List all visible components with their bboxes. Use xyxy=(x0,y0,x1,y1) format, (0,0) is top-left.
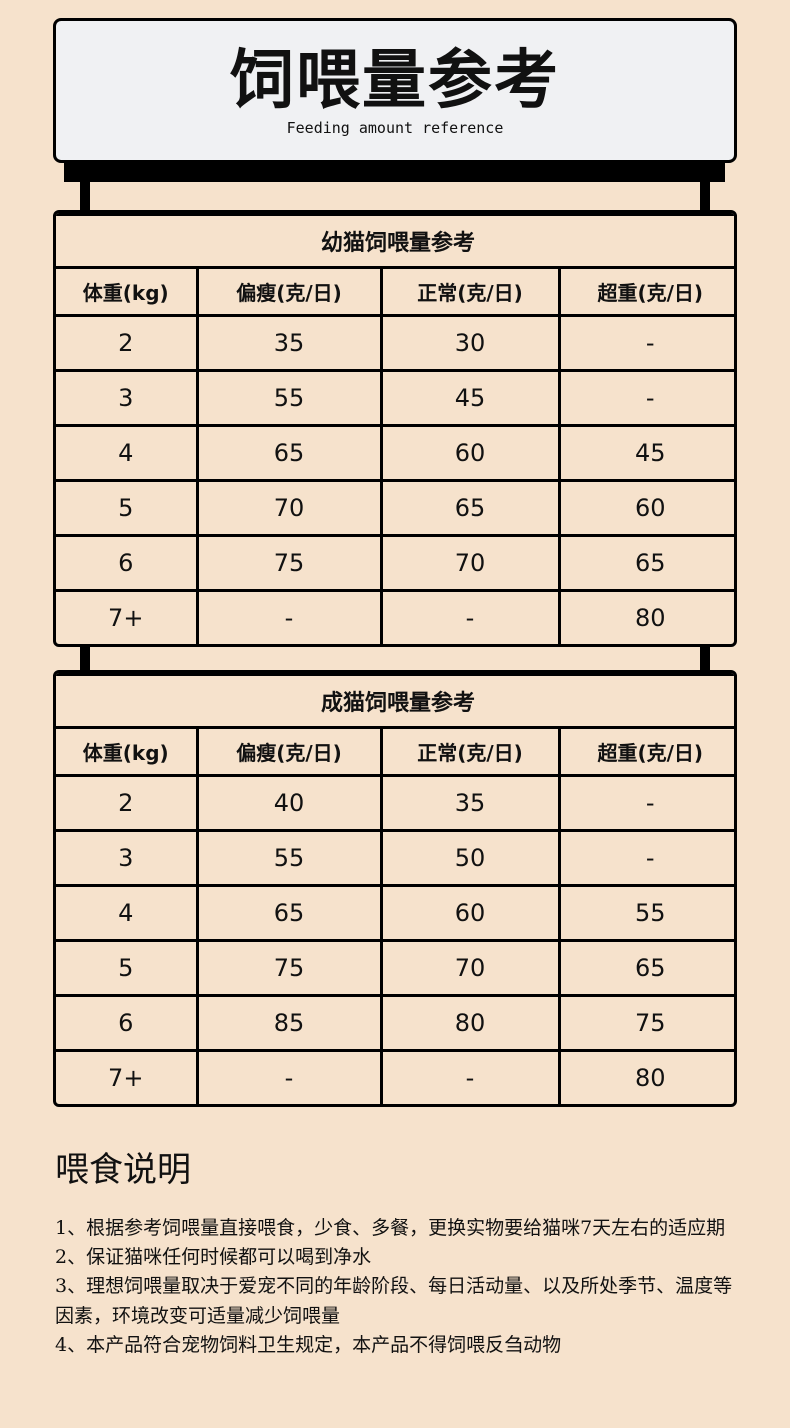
table-cell: - xyxy=(557,369,734,427)
table-row: 2 35 30- xyxy=(56,314,734,372)
table-cell: 5 xyxy=(56,479,199,537)
table-cell: 7+ xyxy=(56,589,199,644)
table-cell: 4 xyxy=(56,424,199,482)
table-cell: 2 xyxy=(56,774,199,832)
note-item: 2、保证猫咪任何时候都可以喝到净水 xyxy=(55,1246,372,1269)
table-cell: - xyxy=(379,1049,561,1104)
table-cell: 60 xyxy=(379,424,561,482)
table-cell: 35 xyxy=(195,314,383,372)
table-cell: - xyxy=(557,774,734,832)
table-cell: 80 xyxy=(557,589,734,644)
table-cell: 55 xyxy=(557,884,734,942)
table-cell: 75 xyxy=(195,939,383,997)
post xyxy=(80,180,90,212)
table-row: 3 55 45- xyxy=(56,369,734,427)
table-cell: 65 xyxy=(195,884,383,942)
page-title: 饲喂量参考 xyxy=(230,44,560,118)
table-row: 6 85 80 75 xyxy=(56,994,734,1052)
table-cell: 40 xyxy=(195,774,383,832)
table-cell: 6 xyxy=(56,994,199,1052)
table-cell: 50 xyxy=(379,829,561,887)
table-cell: - xyxy=(557,314,734,372)
table-cell: 5 xyxy=(56,939,199,997)
column-header: 超重(克/日) xyxy=(557,726,734,777)
table-cell: 2 xyxy=(56,314,199,372)
column-header: 体重(kg) xyxy=(56,266,199,317)
table-cell: - xyxy=(195,1049,383,1104)
table-row: 2 40 35- xyxy=(56,774,734,832)
post xyxy=(700,634,710,672)
table-row: 5 70 65 60 xyxy=(56,479,734,537)
table: 成猫饲喂量参考 体重(kg) 偏瘦(克/日) 正常(克/日) 超重(克/日) 2 40 35-… xyxy=(56,673,734,1104)
table-row: 5 75 70 65 xyxy=(56,939,734,997)
column-header: 偏瘦(克/日) xyxy=(195,726,383,777)
header-bar xyxy=(64,160,725,182)
note-item: 1、根据参考饲喂量直接喂食，少食、多餐，更换实物要给猫咪7天左右的适应期 xyxy=(55,1217,726,1239)
table-cell: 30 xyxy=(379,314,561,372)
table-cell: 3 xyxy=(56,369,199,427)
table-cell: 80 xyxy=(379,994,561,1052)
header-row: 体重(kg) 偏瘦(克/日) 正常(克/日) 超重(克/日) xyxy=(56,266,734,317)
table-cell: 80 xyxy=(557,1049,734,1104)
table-cell: 75 xyxy=(557,994,734,1052)
table-cell: - xyxy=(379,589,561,644)
table-cell: 4 xyxy=(56,884,199,942)
table-row: 7+ - -80 xyxy=(56,1049,734,1104)
note-item: 4、本产品符合宠物饲料卫生规定，本产品不得饲喂反刍动物 xyxy=(55,1333,562,1356)
table-cell: 65 xyxy=(557,939,734,997)
title-row: 幼猫饲喂量参考 xyxy=(56,213,734,269)
table-cell: 70 xyxy=(195,479,383,537)
table-cell: 55 xyxy=(195,369,383,427)
notes: 1、根据参考饲喂量直接喂食，少食、多餐，更换实物要给猫咪7天左右的适应期 2、保证… xyxy=(55,1214,745,1360)
table: 幼猫饲喂量参考 体重(kg) 偏瘦(克/日) 正常(克/日) 超重(克/日) 2 35 30-… xyxy=(56,213,734,644)
title-row: 成猫饲喂量参考 xyxy=(56,673,734,729)
table-cell: 7+ xyxy=(56,1049,199,1104)
column-header: 超重(克/日) xyxy=(557,266,734,317)
table-cell: 35 xyxy=(379,774,561,832)
post xyxy=(700,180,710,212)
column-header: 正常(克/日) xyxy=(379,726,561,777)
note-item: 3、理想饲喂量取决于爱宠不同的年龄阶段、每日活动量、以及所处季节、温度等因素，环… xyxy=(55,1275,733,1327)
column-header: 正常(克/日) xyxy=(379,266,561,317)
table-cell: 85 xyxy=(195,994,383,1052)
table-cell: 65 xyxy=(379,479,561,537)
header-box: 饲喂量参考 Feeding amount reference xyxy=(53,18,737,163)
table-cell: 45 xyxy=(557,424,734,482)
table-cell: 70 xyxy=(379,939,561,997)
table-cell: 6 xyxy=(56,534,199,592)
table-row: 4 65 60 55 xyxy=(56,884,734,942)
post xyxy=(80,634,90,672)
header-row: 体重(kg) 偏瘦(克/日) 正常(克/日) 超重(克/日) xyxy=(56,726,734,777)
column-header: 体重(kg) xyxy=(56,726,199,777)
table-row: 3 55 50- xyxy=(56,829,734,887)
table-row: 7+ - -80 xyxy=(56,589,734,644)
table-cell: - xyxy=(195,589,383,644)
page-subtitle: Feeding amount reference xyxy=(286,119,504,137)
table-cell: 60 xyxy=(379,884,561,942)
table-cell: 55 xyxy=(195,829,383,887)
kitten-table: 幼猫饲喂量参考 体重(kg) 偏瘦(克/日) 正常(克/日) 超重(克/日) 2 35 30-… xyxy=(53,210,737,647)
table-cell: 75 xyxy=(195,534,383,592)
adult-table: 成猫饲喂量参考 体重(kg) 偏瘦(克/日) 正常(克/日) 超重(克/日) 2 40 35-… xyxy=(53,670,737,1107)
table-cell: 3 xyxy=(56,829,199,887)
column-header: 偏瘦(克/日) xyxy=(195,266,383,317)
table-title: 幼猫饲喂量参考 xyxy=(56,213,734,269)
table-row: 4 65 60 45 xyxy=(56,424,734,482)
notes-title: 喂食说明 xyxy=(55,1150,191,1190)
table-title: 成猫饲喂量参考 xyxy=(56,673,734,729)
table-cell: - xyxy=(557,829,734,887)
table-cell: 70 xyxy=(379,534,561,592)
table-cell: 65 xyxy=(557,534,734,592)
table-cell: 45 xyxy=(379,369,561,427)
table-row: 6 75 70 65 xyxy=(56,534,734,592)
table-cell: 65 xyxy=(195,424,383,482)
table-cell: 60 xyxy=(557,479,734,537)
